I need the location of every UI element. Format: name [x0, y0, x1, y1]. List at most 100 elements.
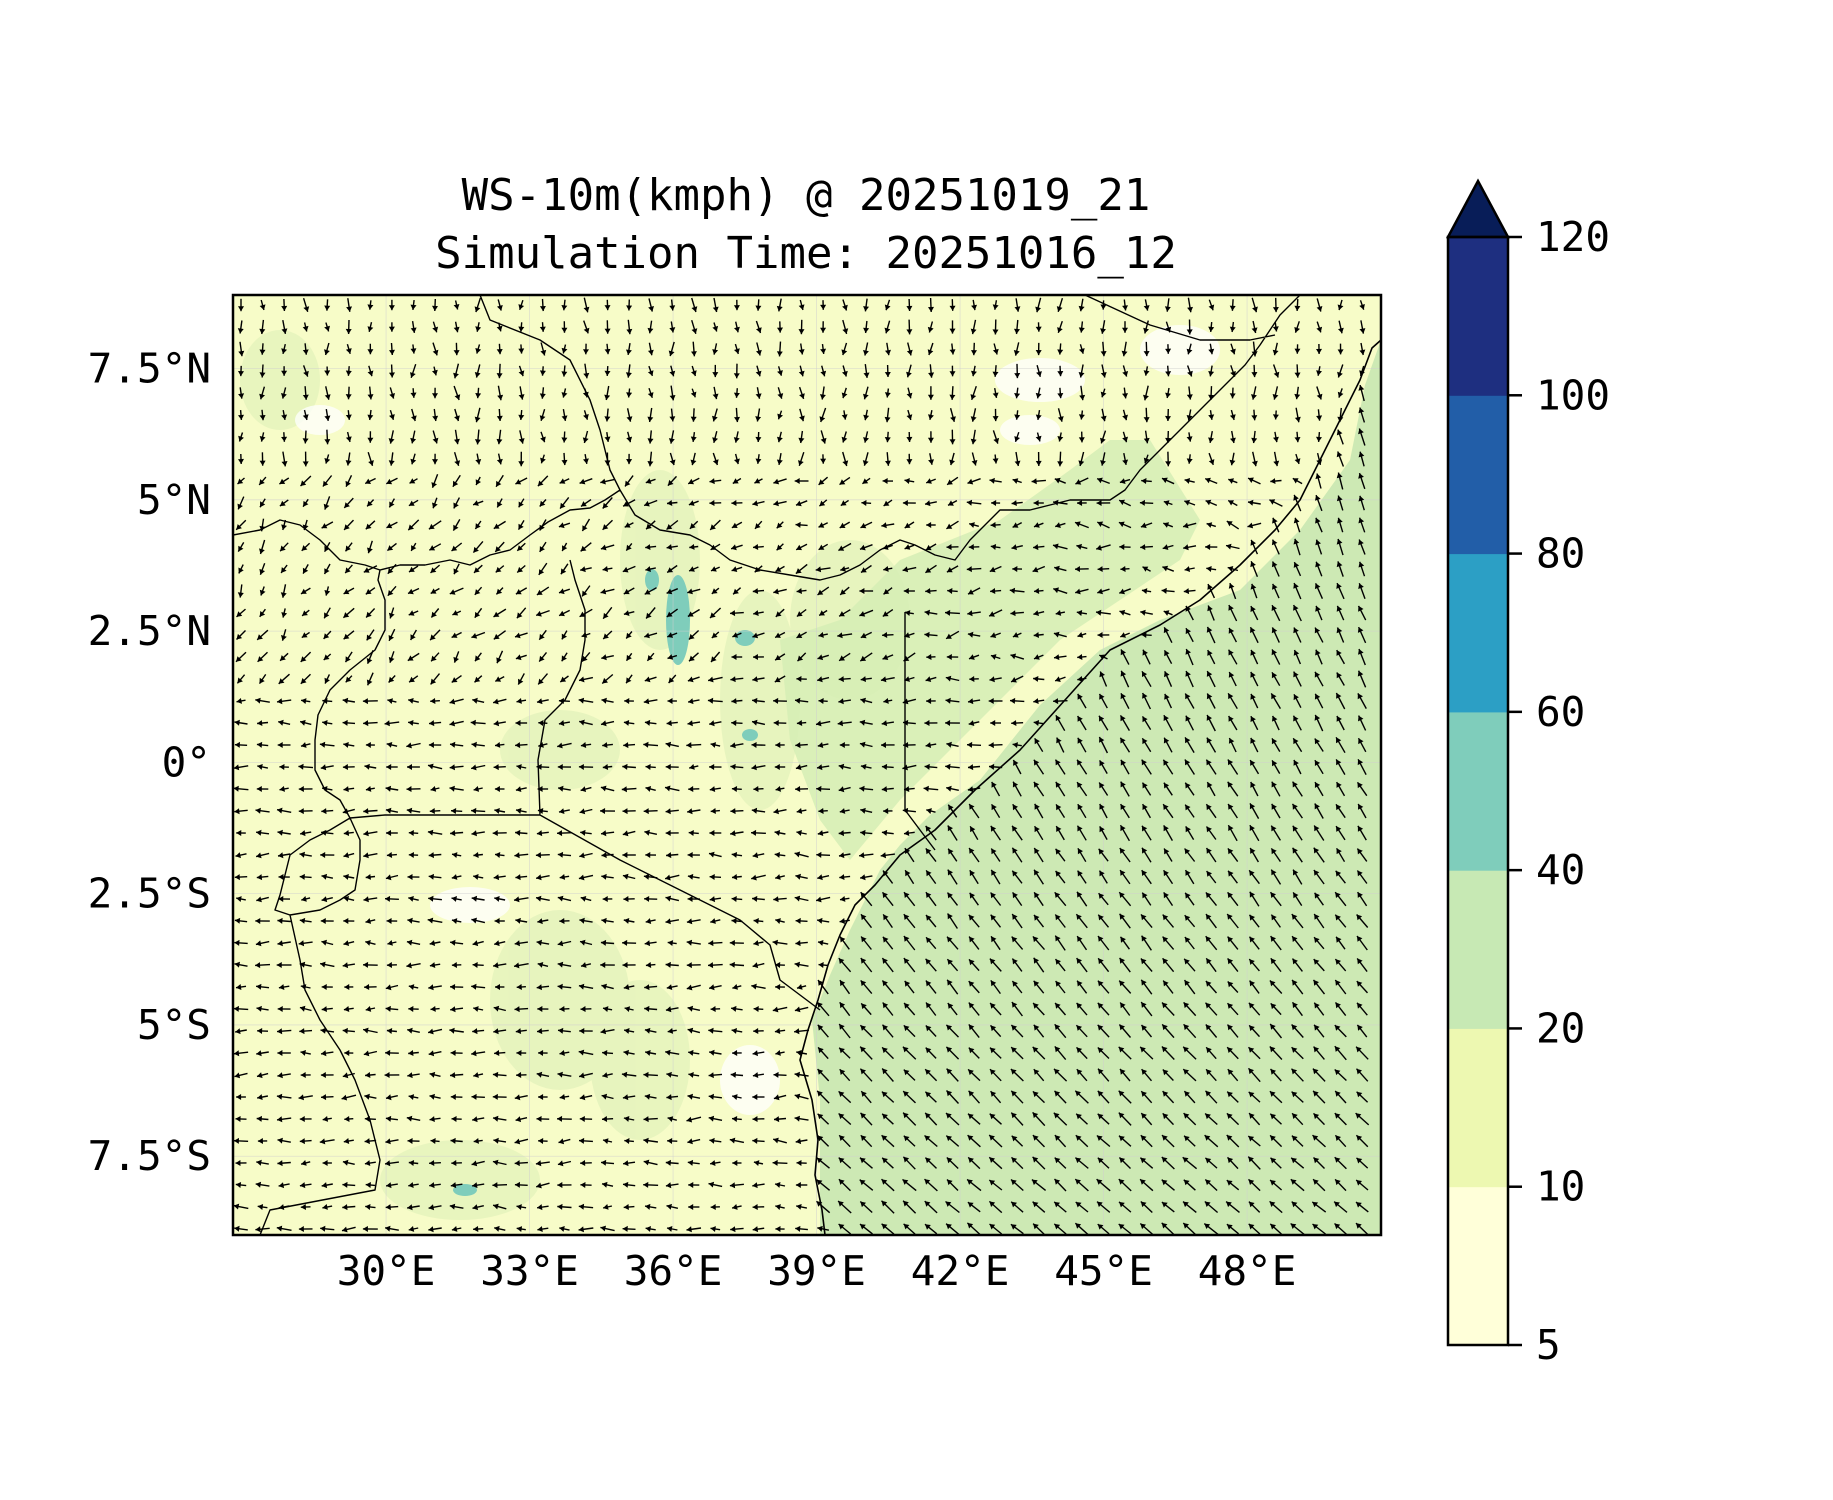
wind-arrow [1140, 609, 1153, 616]
wind-arrow [772, 1159, 788, 1166]
wind-arrow [1358, 539, 1366, 555]
wind-arrow [923, 785, 939, 792]
wind-arrow [366, 672, 374, 686]
wind-arrow [794, 961, 809, 968]
wind-arrow [558, 588, 571, 595]
wind-arrow [1118, 1024, 1132, 1038]
wind-arrow [796, 984, 807, 990]
wind-arrow [838, 1112, 852, 1126]
wind-arrow [256, 1159, 269, 1166]
wind-arrow [924, 720, 938, 726]
wind-arrow [257, 651, 268, 663]
wind-arrow [235, 984, 247, 990]
wind-arrow [798, 299, 805, 311]
wind-arrow [365, 520, 376, 530]
wind-arrow [1076, 957, 1088, 973]
wind-arrow [343, 1006, 354, 1012]
wind-arrow [1033, 544, 1045, 551]
wind-arrow [1119, 957, 1131, 973]
wind-arrow [428, 520, 442, 530]
wind-arrow [1270, 869, 1282, 885]
wind-arrow [945, 1135, 960, 1147]
wind-arrow [904, 869, 915, 885]
wind-arrow [861, 500, 872, 506]
wind-arrow [1248, 1091, 1261, 1103]
wind-arrow [1184, 499, 1196, 506]
wind-arrow [1054, 935, 1066, 951]
wind-arrow [665, 1159, 679, 1166]
wind-arrow [925, 543, 937, 551]
wind-arrow [752, 1094, 765, 1100]
wind-arrow [968, 1090, 981, 1104]
wind-arrow [665, 1006, 679, 1013]
wind-arrow [1250, 561, 1259, 577]
wind-arrow [1031, 478, 1046, 485]
wind-arrow [755, 454, 762, 464]
wind-arrow [1250, 737, 1259, 753]
wind-arrow [689, 520, 699, 530]
wind-arrow [622, 763, 636, 770]
wind-arrow [341, 1226, 356, 1233]
wind-arrow [1271, 604, 1281, 622]
wind-arrow [384, 1160, 399, 1167]
wind-arrow [600, 1225, 615, 1232]
wind-arrow [1010, 1112, 1024, 1126]
wind-arrow [838, 609, 851, 617]
wind-arrow [1162, 914, 1175, 928]
wind-arrow [881, 1223, 895, 1235]
wind-arrow [583, 343, 589, 355]
wind-arrow [925, 564, 937, 574]
wind-arrow [1097, 1002, 1110, 1016]
wind-arrow [407, 652, 420, 662]
wind-arrow [815, 720, 831, 727]
wind-arrow [234, 917, 248, 924]
wind-arrow [1335, 759, 1346, 775]
wind-arrow [276, 698, 292, 705]
wind-arrow [859, 1112, 873, 1126]
wind-arrow [1097, 1113, 1110, 1125]
wind-arrow [407, 1072, 420, 1079]
wind-arrow [666, 1094, 679, 1101]
wind-arrow [1186, 365, 1193, 377]
wind-arrow [926, 808, 936, 814]
wind-arrow [474, 652, 482, 662]
colorbar-segment [1448, 237, 1508, 396]
wind-arrow [815, 896, 831, 903]
wind-arrow [1096, 1201, 1111, 1213]
wind-arrow [364, 763, 377, 770]
wind-arrow [321, 984, 333, 990]
wind-arrow [342, 1204, 356, 1211]
wind-arrow [1206, 737, 1217, 753]
wind-arrow [687, 588, 701, 595]
wind-arrow [885, 342, 891, 356]
wind-arrow [1120, 692, 1130, 710]
wind-arrow [1055, 980, 1066, 994]
wind-arrow [1335, 736, 1346, 754]
wind-arrow [602, 606, 613, 620]
wind-arrow [1141, 588, 1152, 594]
wind-arrow [1247, 1067, 1261, 1083]
wind-arrow [449, 720, 464, 727]
wind-arrow [709, 1160, 721, 1166]
wind-arrow [1118, 1112, 1132, 1126]
wind-arrow [494, 808, 506, 814]
wind-arrow [1251, 297, 1258, 313]
wind-arrow [1204, 1178, 1218, 1192]
wind-arrow [967, 587, 981, 595]
wind-arrow [666, 519, 679, 531]
wind-arrow [621, 786, 637, 793]
wind-arrow [1100, 364, 1107, 378]
wind-arrow [1249, 824, 1260, 842]
wind-arrow [968, 544, 980, 550]
wind-arrow [667, 654, 678, 660]
wind-arrow [1312, 1178, 1326, 1192]
wind-arrow [474, 675, 483, 683]
wind-arrow [602, 566, 613, 572]
wind-arrow [794, 1115, 809, 1122]
wind-arrow [429, 962, 441, 968]
wind-arrow [451, 962, 462, 968]
wind-arrow [233, 1203, 249, 1210]
wind-arrow [1226, 1134, 1240, 1148]
wind-arrow [707, 962, 723, 969]
wind-arrow [990, 544, 1001, 550]
